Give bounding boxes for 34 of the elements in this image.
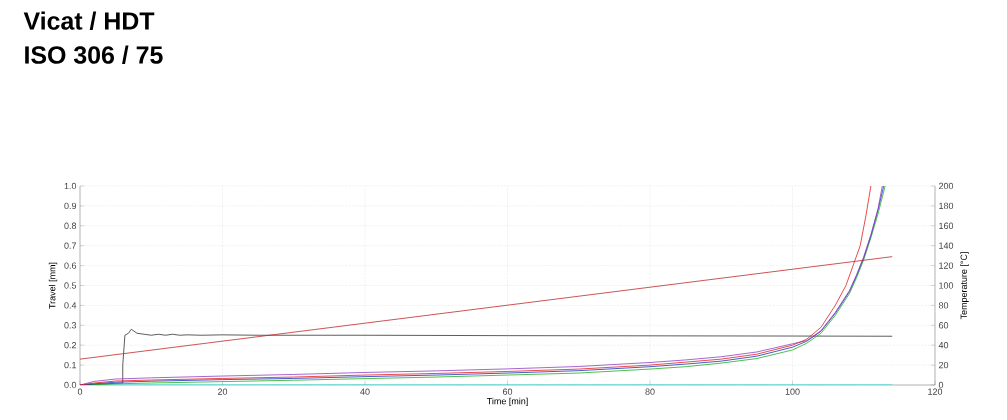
y2-tick-label: 120 <box>939 262 954 269</box>
chart-title: Vicat / HDT <box>23 11 155 31</box>
y2-tick-label: 20 <box>938 361 949 369</box>
x-tick-label: 40 <box>360 388 370 395</box>
y2-tick-label: 80 <box>938 302 949 309</box>
y2-tick-label: 140 <box>939 242 954 249</box>
y-tick-label: 0.4 <box>64 302 77 309</box>
y-tick-label: 0.9 <box>64 202 77 210</box>
x-tick-label: 20 <box>217 388 228 395</box>
y2-tick-label: 40 <box>938 342 949 349</box>
y-axis-title: Travel [mm] <box>48 262 58 309</box>
y2-tick-label: 160 <box>939 222 954 229</box>
y-tick-label: 0.2 <box>64 342 77 349</box>
y-tick-label: 0.0 <box>64 381 77 389</box>
x-axis-title: Time [min] <box>486 397 528 407</box>
y-tick-label: 0.8 <box>64 222 77 229</box>
y2-tick-label: 200 <box>938 182 954 190</box>
y-tick-label: 0.5 <box>64 282 77 289</box>
y-tick-label: 0.3 <box>64 322 77 329</box>
x-tick-label: 0 <box>77 388 83 395</box>
y-tick-label: 0.6 <box>64 262 77 269</box>
x-tick-label: 120 <box>928 388 943 395</box>
y-tick-label: 1.0 <box>64 182 77 190</box>
y2-tick-label: 100 <box>939 282 954 289</box>
y-tick-label: 0.1 <box>64 361 77 369</box>
y2-tick-label: 60 <box>938 322 949 329</box>
y-tick-label: 0.7 <box>64 242 77 249</box>
y2-tick-label: 0 <box>938 381 944 389</box>
x-tick-label: 80 <box>645 388 655 395</box>
x-tick-label: 60 <box>502 388 513 395</box>
y2-tick-label: 180 <box>939 202 954 210</box>
chart-subtitle: ISO 306 / 75 <box>25 45 163 65</box>
x-tick-label: 100 <box>785 388 800 395</box>
y2-axis-title: Temperature [°C] <box>960 252 969 320</box>
